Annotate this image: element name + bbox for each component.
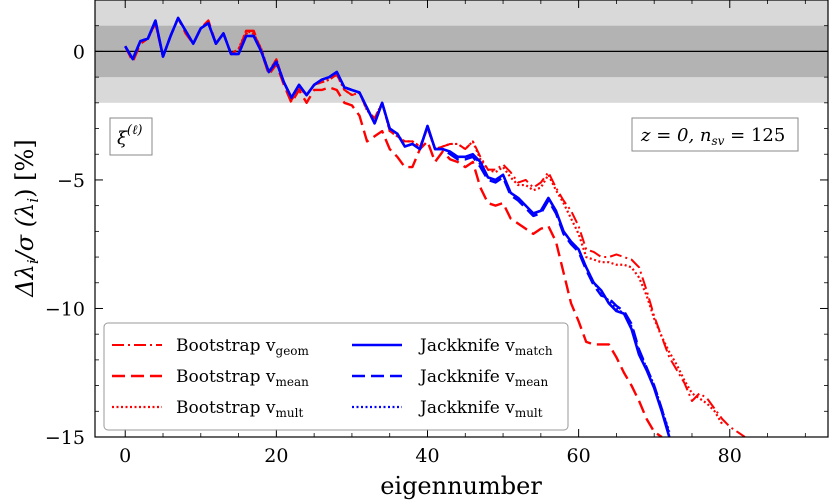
y-tick-label: −15 [45, 427, 85, 449]
legend-label: Bootstrap vmean [176, 367, 309, 389]
legend-box [103, 322, 569, 431]
y-tick-label: −5 [57, 170, 85, 192]
legend-label: Jackknife vmult [418, 398, 543, 420]
legend-left-column: Bootstrap vgeom Bootstrap vmean Bootstrap … [112, 336, 310, 420]
z-nsv-annotation: z = 0, nsv = 125 [631, 117, 799, 152]
plot-frame [94, 0, 829, 438]
x-tick-label: 20 [264, 445, 288, 467]
series-line-4 [124, 16, 671, 435]
y-tick-label: 0 [73, 41, 85, 63]
y-label-sub-i2: i [24, 198, 42, 203]
y-label-mid: /σ (λ [11, 203, 39, 262]
xi-box [109, 117, 153, 156]
x-tick-label: 80 [718, 445, 742, 467]
y-tick-label: −10 [45, 298, 85, 320]
xi-label: ξ(ℓ) [117, 123, 142, 149]
y-label-sub-i: i [24, 259, 42, 264]
legend-label: Jackknife vmatch [418, 336, 553, 358]
xi-annotation: ξ(ℓ) [109, 117, 153, 156]
x-tick-label: 0 [119, 445, 131, 467]
z-nsv-box [631, 117, 799, 152]
legend-label: Bootstrap vgeom [176, 336, 310, 358]
z-nsv-label: z = 0, nsv = 125 [640, 125, 785, 148]
series-layer [124, 16, 746, 437]
legend-label: Jackknife vmean [418, 367, 548, 389]
x-tick-label: 60 [567, 445, 591, 467]
x-axis-label: eigennumber [380, 472, 542, 500]
series-line-5 [124, 16, 671, 433]
y-label-main: Δλ [11, 264, 39, 298]
legend-label: Bootstrap vmult [176, 398, 303, 420]
y-label-end: ) [%] [11, 139, 39, 198]
x-tick-label: 40 [415, 445, 439, 467]
legend: Bootstrap vgeom Bootstrap vmean Bootstrap … [103, 322, 569, 431]
y-axis-label: Δλi/σ (λi) [%] [11, 139, 42, 297]
legend-right-column: Jackknife vmatch Jackknife vmean Jackknife… [352, 336, 553, 420]
axis-ticks: 0 20 40 60 80 0 −5 −10 −15 [45, 0, 828, 467]
